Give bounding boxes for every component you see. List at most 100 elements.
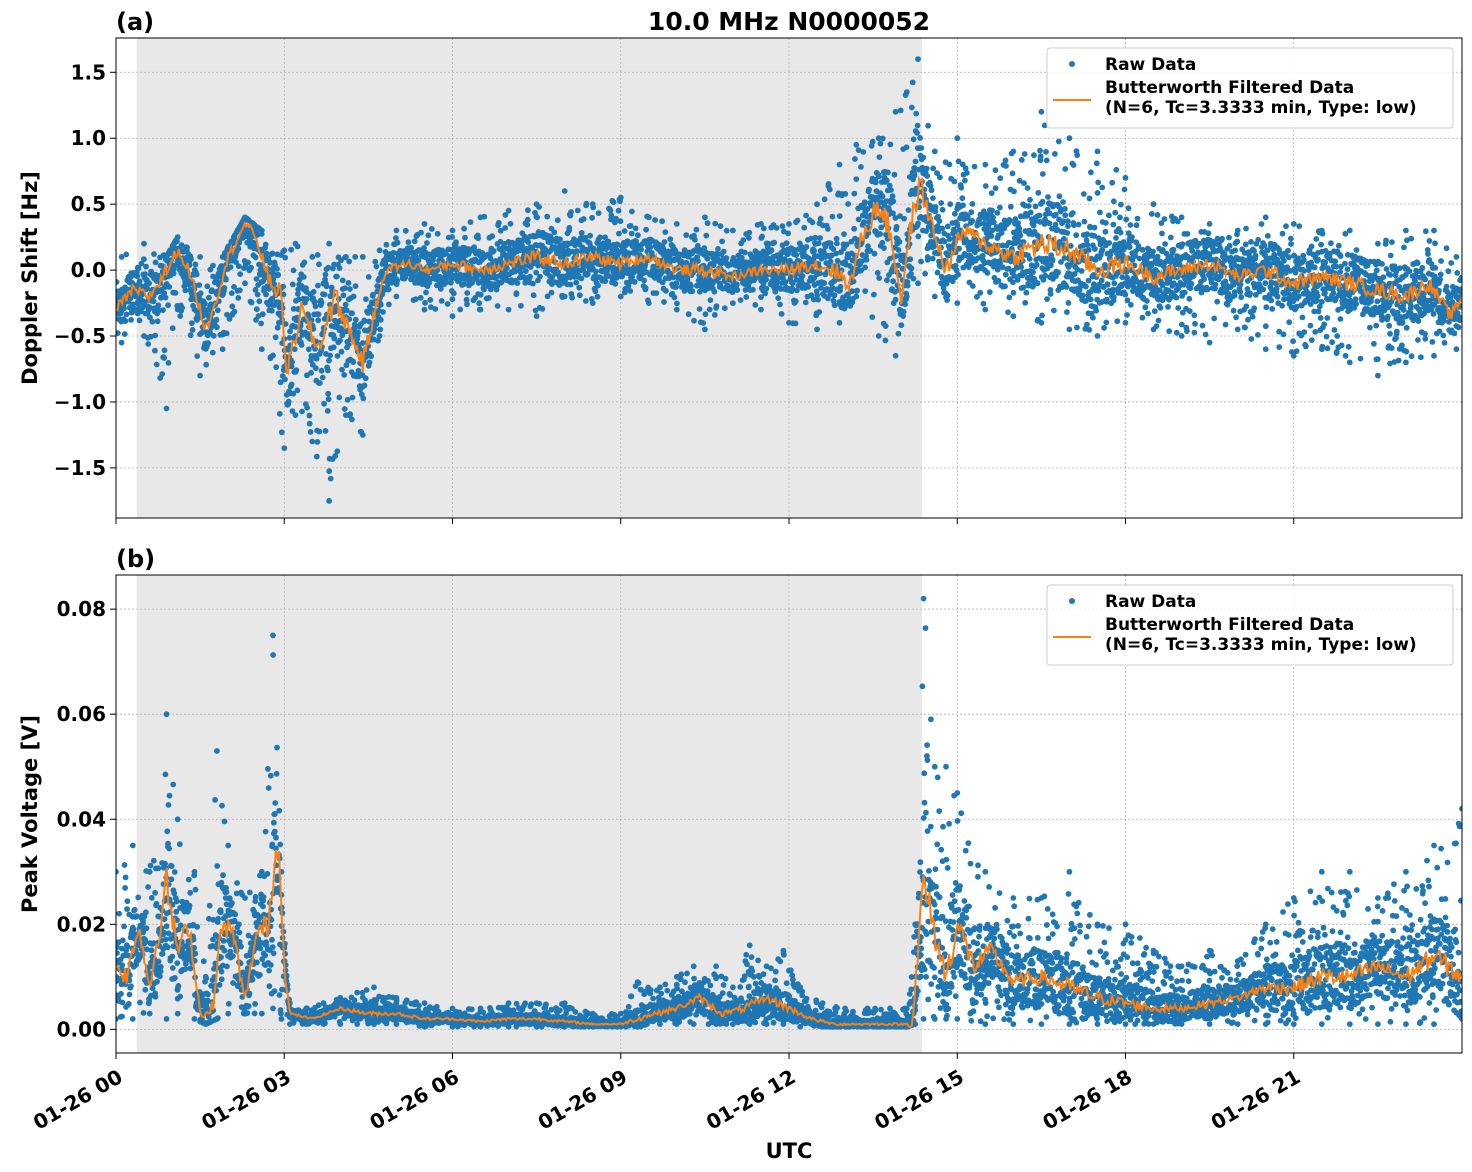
raw-data-point	[946, 161, 953, 168]
raw-data-point	[944, 297, 950, 303]
raw-data-point	[475, 235, 481, 242]
raw-data-point	[715, 246, 721, 252]
raw-data-point	[860, 149, 867, 155]
raw-data-point	[253, 306, 260, 313]
raw-data-point	[1052, 211, 1059, 218]
raw-data-point	[629, 274, 636, 280]
raw-data-point	[289, 359, 295, 365]
raw-data-point	[883, 177, 890, 184]
raw-data-point	[876, 173, 882, 180]
raw-data-point	[1308, 337, 1315, 343]
raw-data-point	[841, 231, 847, 238]
raw-data-point	[865, 243, 871, 250]
raw-data-point	[554, 217, 561, 224]
raw-data-point	[1387, 252, 1394, 259]
raw-data-point	[339, 366, 345, 373]
raw-data-point	[194, 353, 201, 359]
raw-data-point	[1078, 268, 1085, 274]
raw-data-point	[706, 306, 713, 313]
raw-data-series	[116, 56, 1462, 504]
raw-data-point	[1043, 157, 1050, 164]
raw-data-point	[1212, 281, 1219, 288]
raw-data-point	[1093, 160, 1100, 167]
raw-data-point	[248, 264, 254, 271]
raw-data-point	[935, 213, 942, 220]
raw-data-point	[1148, 211, 1155, 217]
raw-data-point	[271, 281, 277, 287]
raw-data-point	[1243, 225, 1249, 232]
raw-data-point	[315, 317, 322, 324]
raw-data-point	[843, 241, 850, 248]
raw-data-point	[143, 263, 149, 270]
raw-data-point	[166, 284, 173, 290]
raw-data-point	[170, 270, 177, 277]
raw-data-point	[438, 298, 445, 304]
raw-data-point	[1021, 180, 1027, 187]
raw-data-point	[1385, 313, 1391, 320]
raw-data-point	[1129, 234, 1135, 241]
raw-data-point	[278, 429, 285, 436]
raw-data-point	[146, 280, 153, 287]
raw-data-point	[1074, 152, 1081, 159]
raw-data-point	[1011, 188, 1017, 195]
raw-data-point	[1204, 286, 1211, 293]
raw-data-point	[713, 303, 720, 309]
raw-data-point	[321, 291, 328, 298]
raw-data-point	[178, 242, 185, 249]
raw-data-point	[314, 439, 321, 445]
raw-data-point	[939, 225, 946, 232]
raw-data-point	[1027, 196, 1033, 203]
raw-data-point	[717, 223, 724, 230]
raw-data-point	[533, 269, 540, 276]
raw-data-point	[229, 303, 236, 310]
raw-data-point	[161, 347, 168, 354]
raw-data-point	[272, 334, 279, 341]
raw-data-point	[939, 274, 946, 281]
raw-data-point	[1126, 244, 1133, 251]
raw-data-point	[587, 232, 593, 239]
raw-data-point	[988, 190, 995, 197]
raw-data-point	[583, 200, 590, 207]
raw-data-point	[853, 176, 860, 183]
raw-data-point	[428, 226, 435, 232]
raw-data-point	[1045, 194, 1051, 200]
raw-data-point	[617, 218, 624, 225]
raw-data-point	[929, 255, 936, 262]
raw-data-point	[914, 130, 920, 136]
raw-data-point	[890, 198, 897, 205]
raw-data-point	[366, 359, 373, 366]
raw-data-point	[845, 201, 851, 207]
raw-data-point	[627, 288, 634, 294]
raw-data-point	[746, 279, 753, 286]
raw-data-point	[918, 258, 924, 265]
raw-data-point	[1112, 209, 1119, 216]
raw-data-point	[1308, 243, 1315, 250]
raw-data-point	[1296, 223, 1303, 230]
raw-data-point	[923, 165, 930, 172]
raw-data-point	[631, 279, 638, 285]
raw-data-point	[315, 311, 322, 318]
raw-data-point	[938, 200, 945, 206]
raw-data-point	[1094, 190, 1101, 196]
raw-data-point	[327, 301, 333, 308]
raw-data-point	[453, 239, 459, 246]
raw-data-point	[555, 269, 561, 275]
raw-data-point	[300, 274, 307, 280]
raw-data-point	[765, 240, 772, 247]
raw-data-point	[205, 340, 212, 346]
raw-data-point	[927, 183, 934, 189]
raw-data-point	[405, 239, 412, 246]
raw-data-point	[808, 235, 814, 242]
raw-data-point	[449, 296, 456, 303]
raw-data-point	[1268, 297, 1275, 304]
raw-data-point	[1065, 223, 1071, 230]
raw-data-point	[920, 154, 927, 161]
raw-data-point	[152, 347, 158, 354]
raw-data-point	[301, 259, 308, 266]
raw-data-point	[956, 245, 962, 252]
raw-data-point	[1300, 257, 1307, 263]
raw-data-point	[886, 182, 893, 189]
raw-data-point	[342, 301, 349, 308]
raw-data-point	[1186, 308, 1193, 314]
raw-data-point	[340, 292, 347, 299]
